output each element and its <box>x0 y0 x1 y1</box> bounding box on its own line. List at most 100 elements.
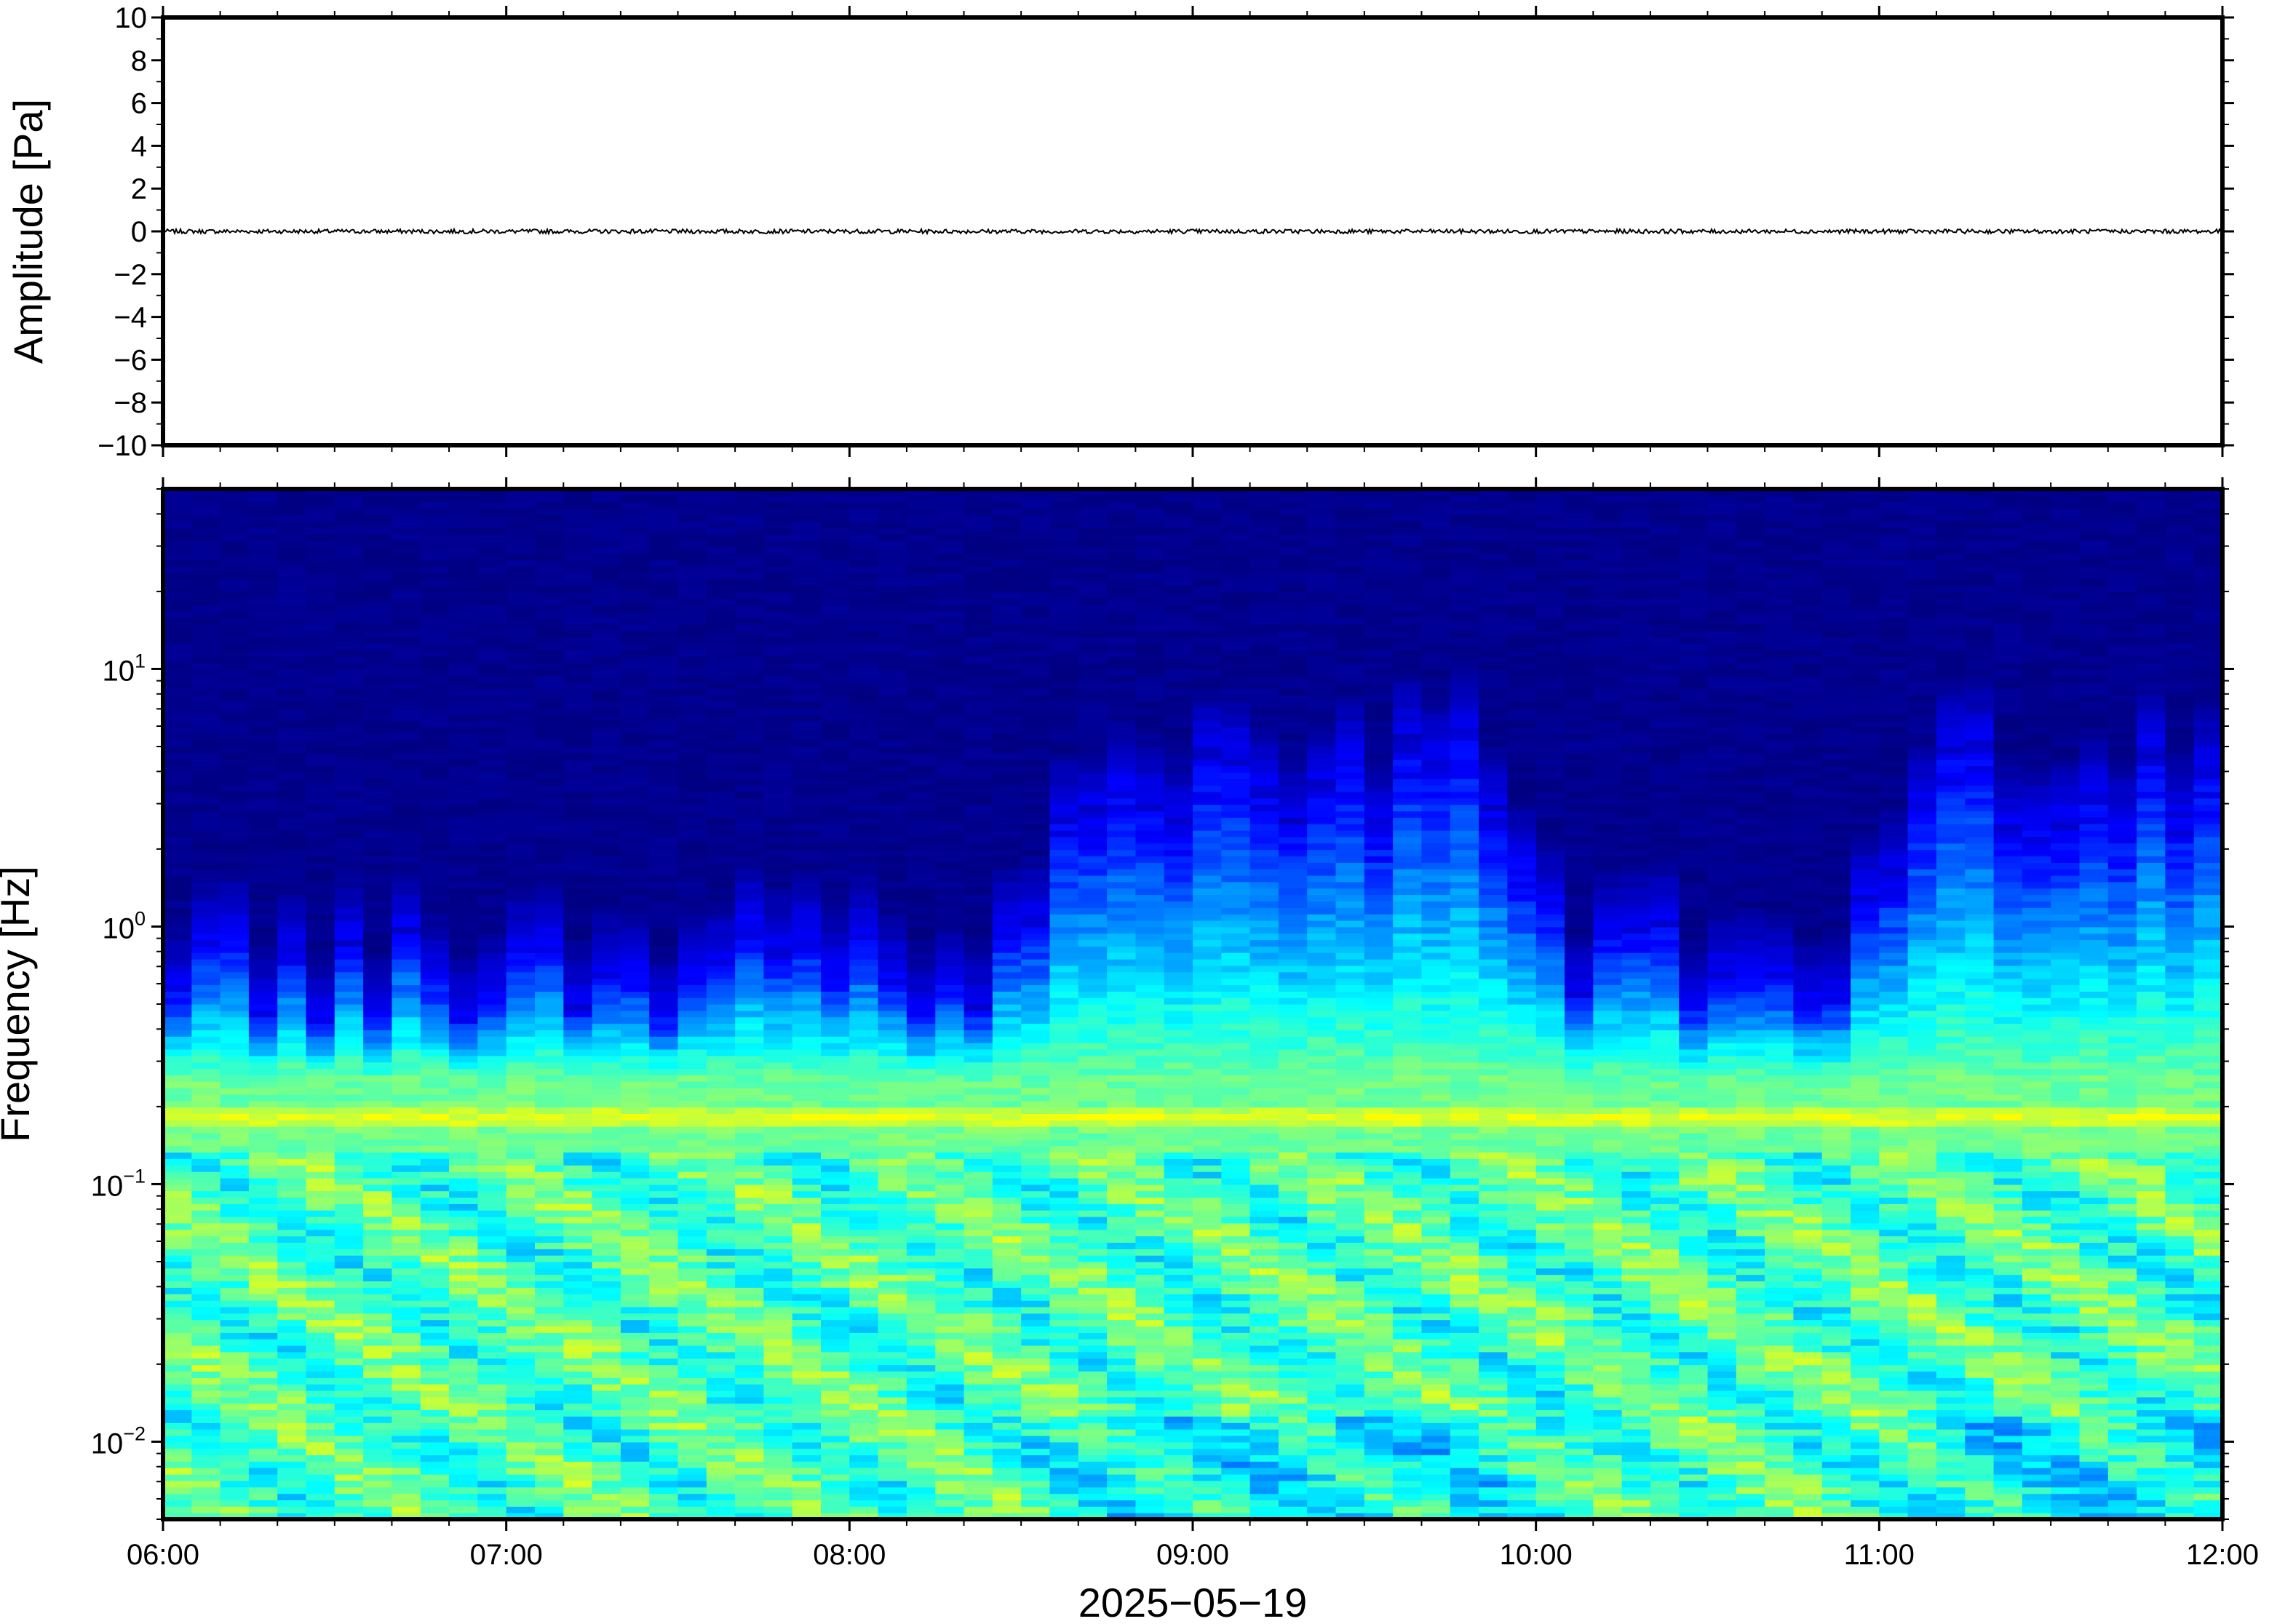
spectrogram-cell <box>992 830 1022 837</box>
spectrogram-cell <box>792 1332 822 1340</box>
spectrogram-cell <box>620 1255 650 1262</box>
spectrogram-cell <box>334 1326 364 1333</box>
spectrogram-cell <box>420 830 450 837</box>
spectrogram-cell <box>763 1436 793 1443</box>
spectrogram-cell <box>535 792 564 799</box>
spectrogram-cell <box>306 1294 335 1301</box>
spectrogram-cell <box>563 546 593 554</box>
spectrogram-cell <box>735 797 764 805</box>
spectrogram-cell <box>163 1390 192 1398</box>
spectrogram-cell <box>878 1454 907 1462</box>
spectrogram-cell <box>220 1506 250 1513</box>
spectrogram-cell <box>506 1171 536 1179</box>
spectrogram-cell <box>735 752 764 760</box>
spectrogram-cell <box>649 1281 679 1288</box>
spectrogram-cell <box>248 952 278 960</box>
spectrogram-cell <box>963 1332 993 1340</box>
spectrogram-cell <box>306 1345 335 1353</box>
spectrogram-cell <box>306 765 335 773</box>
spectrogram-cell <box>363 650 392 657</box>
spectrogram-cell <box>906 663 936 670</box>
spectrogram-cell <box>220 1062 250 1070</box>
spectrogram-cell <box>620 1345 650 1353</box>
spectrogram-cell <box>563 1262 593 1269</box>
spectrogram-cell <box>735 856 764 863</box>
spectrogram-cell <box>592 856 621 863</box>
spectrogram-cell <box>563 1506 593 1513</box>
spectrogram-cell <box>563 1287 593 1294</box>
spectrogram-cell <box>535 489 564 496</box>
spectrogram-cell <box>906 785 936 792</box>
spectrogram-cell <box>220 1049 250 1056</box>
spectrogram-cell <box>248 630 278 638</box>
spectrogram-cell <box>248 740 278 747</box>
spectrogram-cell <box>992 856 1022 863</box>
spectrogram-cell <box>306 1480 335 1488</box>
spectrogram-cell <box>649 1307 679 1314</box>
spectrogram-cell <box>392 707 421 715</box>
spectrogram-cell <box>592 740 621 747</box>
spectrogram-cell <box>277 1043 307 1050</box>
spectrogram-cell <box>191 836 221 844</box>
spectrogram-cell <box>477 939 507 947</box>
spectrogram-cell <box>334 1287 364 1294</box>
spectrogram-cell <box>763 540 793 548</box>
spectrogram-cell <box>677 1409 707 1417</box>
spectrogram-cell <box>706 939 736 947</box>
spectrogram-cell <box>191 901 221 908</box>
spectrogram-cell <box>392 1332 421 1340</box>
spectrogram-cell <box>906 508 936 515</box>
spectrogram-cell <box>563 669 593 677</box>
spectrogram-cell <box>163 1036 192 1043</box>
spectrogram-cell <box>506 663 536 670</box>
spectrogram-cell <box>334 740 364 747</box>
spectrogram-cell <box>277 888 307 896</box>
spectrogram-cell <box>306 1120 335 1127</box>
spectrogram-cell <box>334 1262 364 1269</box>
spectrogram-cell <box>563 1313 593 1321</box>
spectrogram-cell <box>220 765 250 773</box>
spectrogram-cell <box>306 1081 335 1088</box>
spectrogram-cell <box>277 688 307 696</box>
spectrogram-cell <box>420 1429 450 1436</box>
spectrogram-cell <box>792 1190 822 1198</box>
spectrogram-cell <box>220 1139 250 1147</box>
spectrogram-cell <box>649 1358 679 1366</box>
spectrogram-cell <box>392 720 421 728</box>
spectrogram-cell <box>220 965 250 973</box>
spectrogram-cell <box>735 978 764 985</box>
spectrogram-cell <box>163 1319 192 1327</box>
spectrogram-cell <box>963 560 993 567</box>
spectrogram-cell <box>706 952 736 960</box>
spectrogram-cell <box>334 560 364 567</box>
spectrogram-cell <box>563 1384 593 1391</box>
spectrogram-column <box>163 489 192 1519</box>
spectrogram-cell <box>906 1203 936 1211</box>
spectrogram-cell <box>392 669 421 677</box>
spectrogram-cell <box>449 888 478 896</box>
spectrogram-cell <box>306 566 335 573</box>
spectrogram-cell <box>306 1307 335 1314</box>
spectrogram-cell <box>334 1133 364 1140</box>
spectrogram-cell <box>677 495 707 503</box>
spectrogram-cell <box>620 637 650 644</box>
spectrogram-cell <box>792 1010 822 1018</box>
spectrogram-cell <box>620 881 650 889</box>
spectrogram-cell <box>763 1486 793 1494</box>
spectrogram-cell <box>334 1210 364 1217</box>
amplitude-ytick-label: 0 <box>131 216 147 248</box>
spectrogram-cell <box>821 1094 850 1102</box>
spectrogram-cell <box>535 1100 564 1108</box>
spectrogram-cell <box>763 1043 793 1050</box>
spectrogram-cell <box>277 1030 307 1037</box>
spectrogram-cell <box>392 1364 421 1372</box>
spectrogram-cell <box>620 1081 650 1088</box>
spectrogram-cell <box>821 707 850 715</box>
spectrogram-cell <box>592 926 621 934</box>
spectrogram-cell <box>992 528 1022 535</box>
spectrogram-cell <box>563 1197 593 1204</box>
spectrogram-cell <box>906 630 936 638</box>
spectrogram-cell <box>420 1217 450 1224</box>
spectrogram-cell <box>306 546 335 554</box>
spectrogram-cell <box>849 1249 879 1256</box>
